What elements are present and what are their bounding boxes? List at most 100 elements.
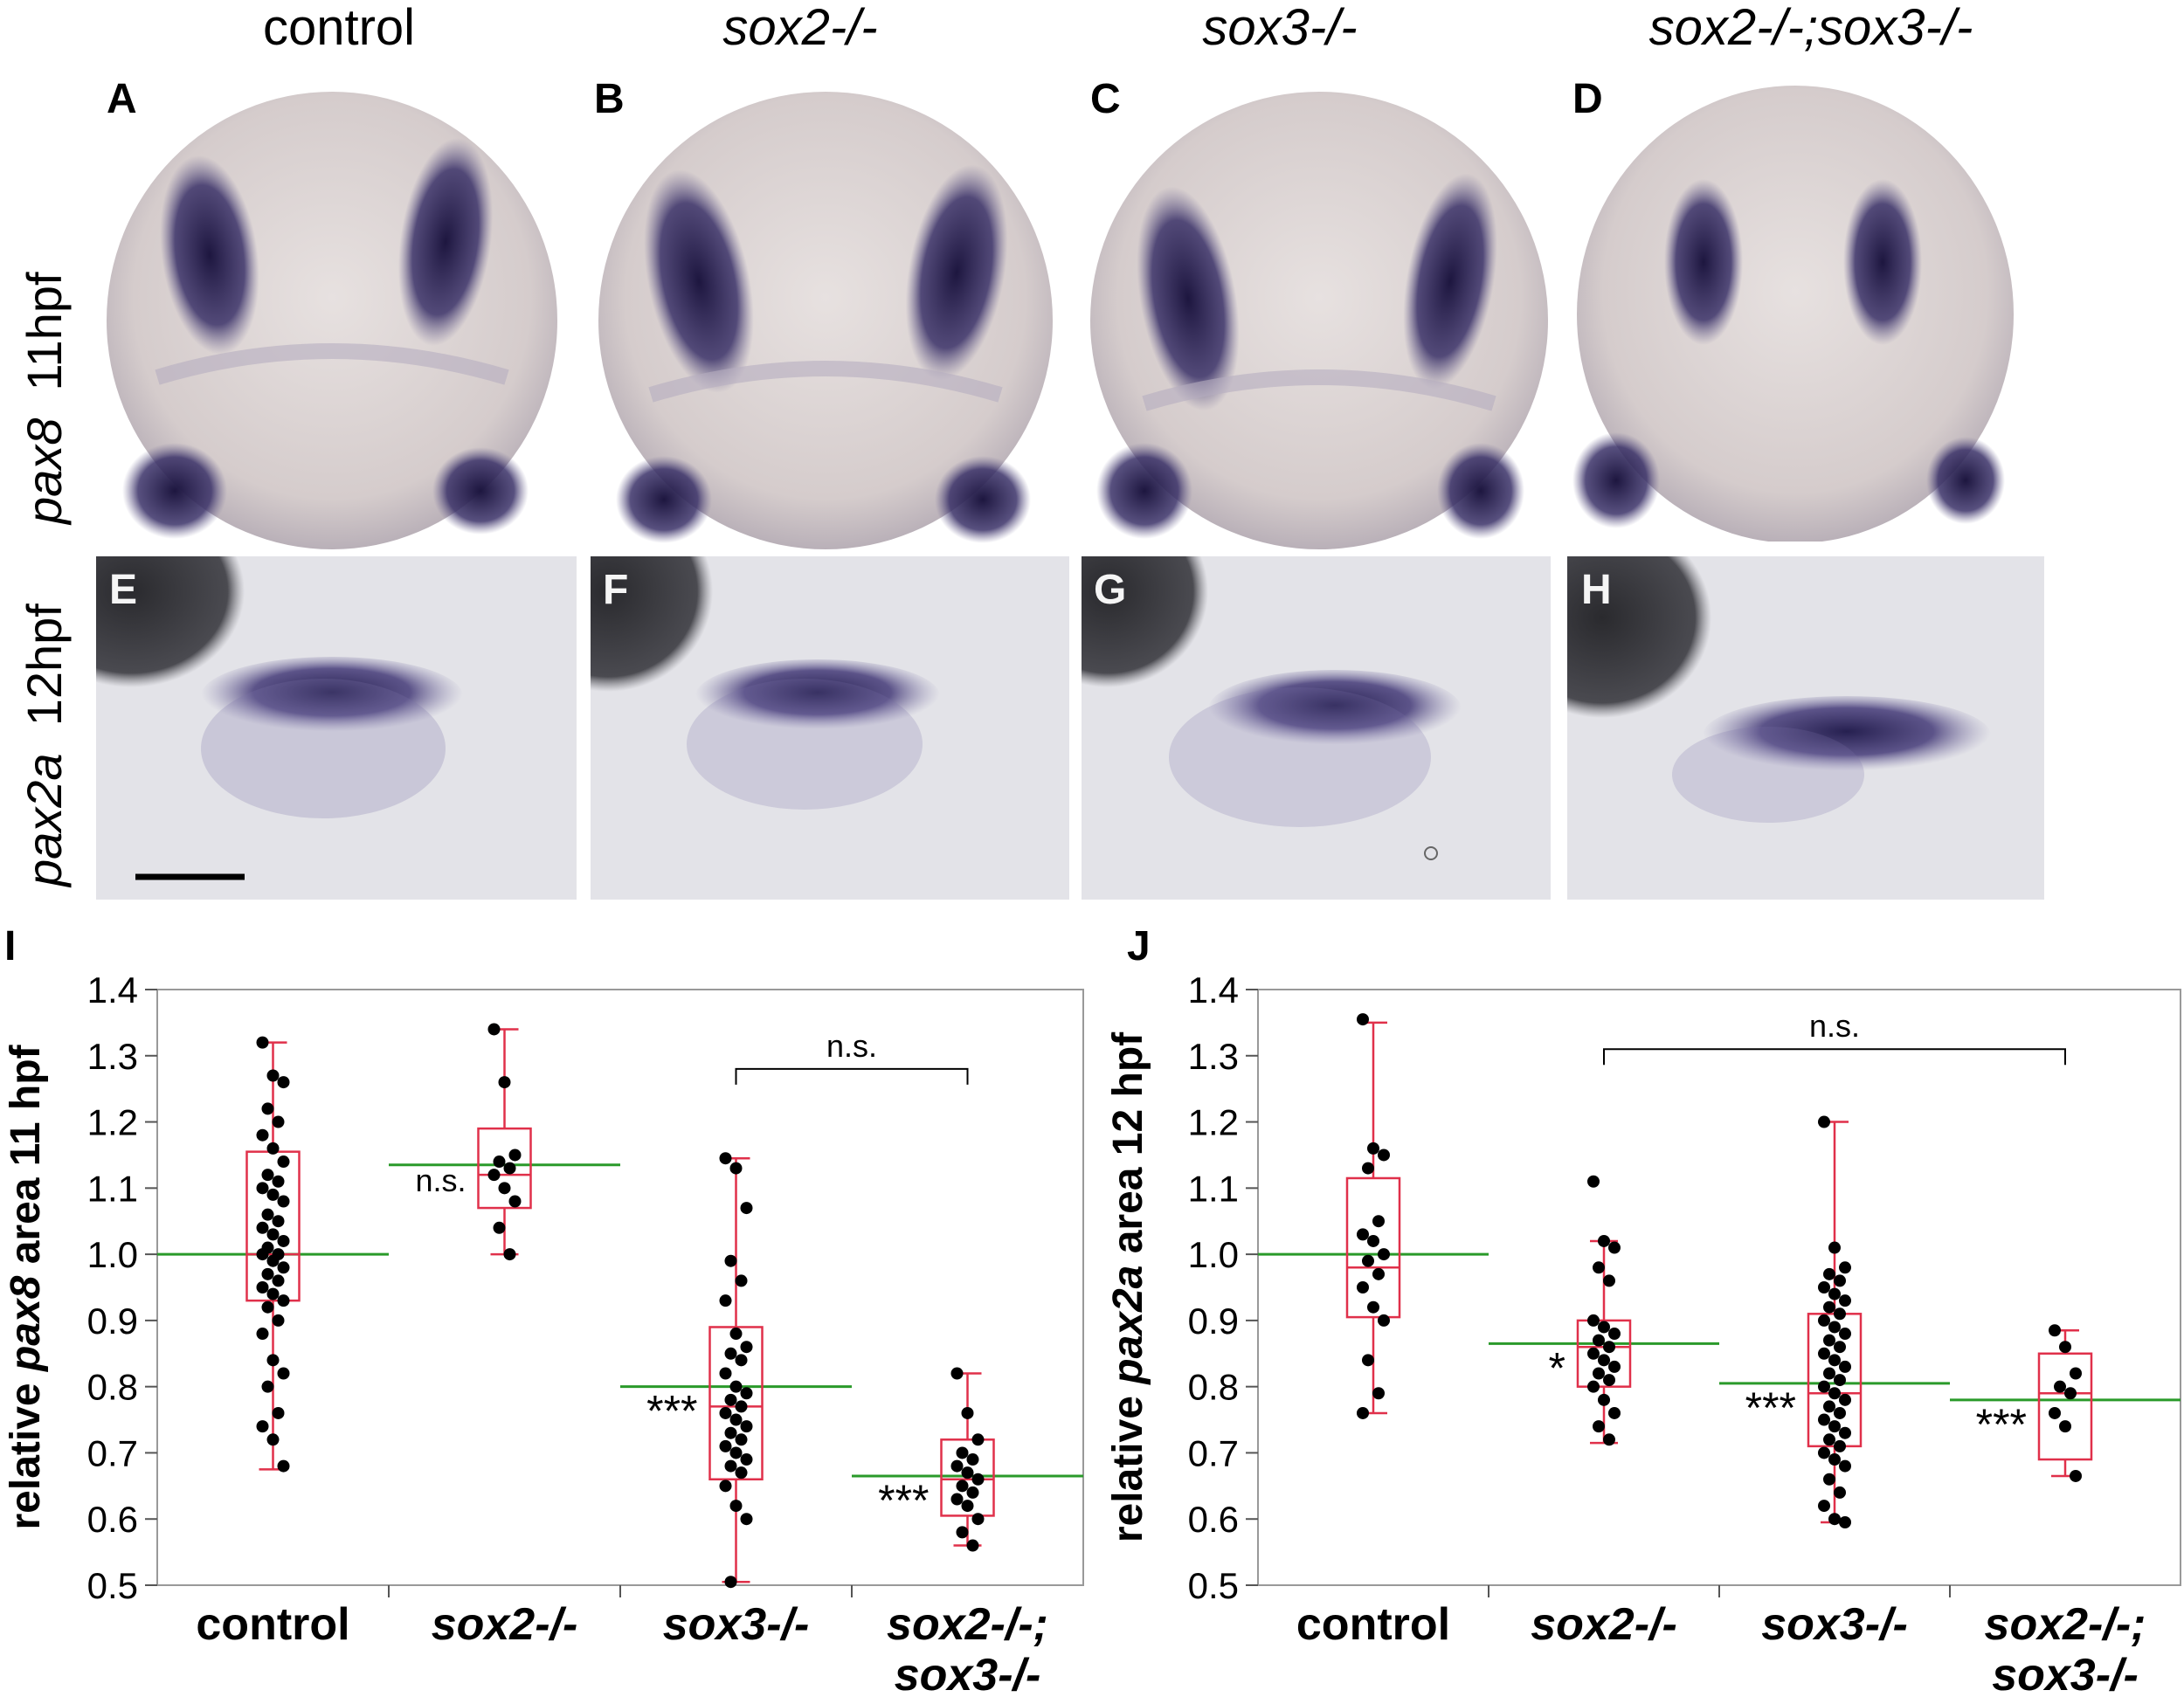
data-point <box>1378 1314 1390 1327</box>
data-point <box>740 1387 753 1400</box>
data-point <box>2064 1387 2077 1400</box>
data-point <box>735 1400 748 1413</box>
data-point <box>1823 1433 1835 1446</box>
data-point <box>256 1328 269 1341</box>
data-point <box>256 1221 269 1234</box>
data-point <box>1593 1367 1605 1380</box>
data-point <box>261 1102 274 1115</box>
data-point <box>2054 1380 2066 1393</box>
data-point <box>1378 1149 1390 1162</box>
data-point <box>2059 1341 2071 1354</box>
comparison-bracket <box>1603 1048 2066 1066</box>
data-point <box>2059 1420 2071 1433</box>
panel-label-e: E <box>109 567 138 613</box>
data-point <box>1839 1360 1851 1373</box>
category-label: sox2-/- <box>1531 1599 1677 1650</box>
data-point <box>503 1162 516 1175</box>
data-point <box>277 1459 290 1473</box>
y-tick-label: 0.8 <box>1188 1367 1239 1408</box>
column-header-double-mutant: sox2-/-;sox3-/- <box>1648 0 1973 56</box>
data-point <box>1608 1406 1621 1419</box>
data-point <box>950 1493 964 1506</box>
data-point <box>1823 1267 1835 1280</box>
data-point <box>1834 1486 1846 1499</box>
data-point <box>1372 1267 1385 1280</box>
row-label-pax2a-12hpf: pax2a 12hpf <box>16 604 73 886</box>
data-point <box>1839 1393 1851 1406</box>
data-point <box>1357 1013 1369 1026</box>
data-point <box>1828 1387 1841 1400</box>
data-point <box>272 1274 285 1287</box>
panel-label-h: H <box>1581 567 1612 613</box>
data-point <box>956 1446 969 1459</box>
panel-label-d: D <box>1572 76 1603 122</box>
data-point <box>719 1294 732 1307</box>
data-point <box>961 1466 974 1480</box>
data-point <box>724 1347 737 1360</box>
data-point <box>719 1439 732 1452</box>
data-point <box>266 1142 280 1155</box>
data-point <box>1587 1380 1600 1393</box>
data-point <box>1823 1300 1835 1314</box>
data-point <box>1608 1241 1621 1254</box>
y-tick-label: 0.7 <box>87 1432 138 1473</box>
data-point <box>1367 1142 1379 1155</box>
data-point <box>1818 1500 1830 1513</box>
data-point <box>508 1195 522 1208</box>
data-point <box>1362 1162 1374 1175</box>
significance-label: *** <box>646 1387 697 1436</box>
data-point <box>740 1513 753 1526</box>
data-point <box>1839 1426 1851 1439</box>
data-point <box>729 1380 743 1393</box>
y-tick-label: 0.6 <box>1188 1499 1239 1540</box>
box <box>940 1438 995 1517</box>
data-point <box>508 1149 522 1162</box>
category-label: sox2-/- <box>432 1599 578 1650</box>
y-axis-label: relative pax8 area 11 hpf <box>3 1044 49 1529</box>
column-header-control: control <box>262 0 416 56</box>
panel-label-b: B <box>594 76 625 122</box>
data-point <box>266 1069 280 1082</box>
data-point <box>277 1367 290 1380</box>
data-point <box>277 1155 290 1169</box>
y-tick-label: 0.8 <box>87 1367 138 1408</box>
data-point <box>1834 1374 1846 1387</box>
data-point <box>1598 1354 1610 1367</box>
y-tick-label: 1.2 <box>87 1102 138 1143</box>
data-point <box>1603 1433 1615 1446</box>
embryo-photo-c <box>1083 80 1555 552</box>
data-point <box>1839 1294 1851 1307</box>
box <box>477 1127 532 1210</box>
column-header-sox2: sox2-/- <box>722 0 878 56</box>
data-point <box>735 1274 748 1287</box>
y-tick-label: 0.9 <box>1188 1300 1239 1342</box>
category-label: control <box>196 1599 349 1650</box>
data-point <box>1839 1328 1851 1341</box>
row-label-gene: pax2a <box>17 753 72 886</box>
data-point <box>1587 1175 1600 1188</box>
data-point <box>1593 1420 1605 1433</box>
data-point <box>277 1234 290 1247</box>
data-point <box>719 1480 732 1493</box>
data-point <box>1357 1406 1369 1419</box>
data-point <box>724 1576 737 1589</box>
data-point <box>719 1406 732 1419</box>
data-point <box>498 1076 511 1089</box>
panel-label-a: A <box>107 76 137 122</box>
data-point <box>256 1281 269 1293</box>
data-point <box>266 1228 280 1241</box>
data-point <box>1367 1234 1379 1247</box>
data-point <box>2049 1324 2061 1337</box>
data-point <box>729 1446 743 1459</box>
data-point <box>1357 1228 1369 1241</box>
data-point <box>1839 1261 1851 1274</box>
data-point <box>261 1300 274 1314</box>
data-point <box>1818 1413 1830 1426</box>
category-label: sox2-/-; <box>1985 1599 2146 1650</box>
data-point <box>1818 1446 1830 1459</box>
data-point <box>1608 1328 1621 1341</box>
category-label: sox3-/- <box>1992 1650 2139 1697</box>
box <box>2037 1352 2093 1461</box>
data-point <box>956 1526 969 1539</box>
data-point <box>487 1169 501 1182</box>
